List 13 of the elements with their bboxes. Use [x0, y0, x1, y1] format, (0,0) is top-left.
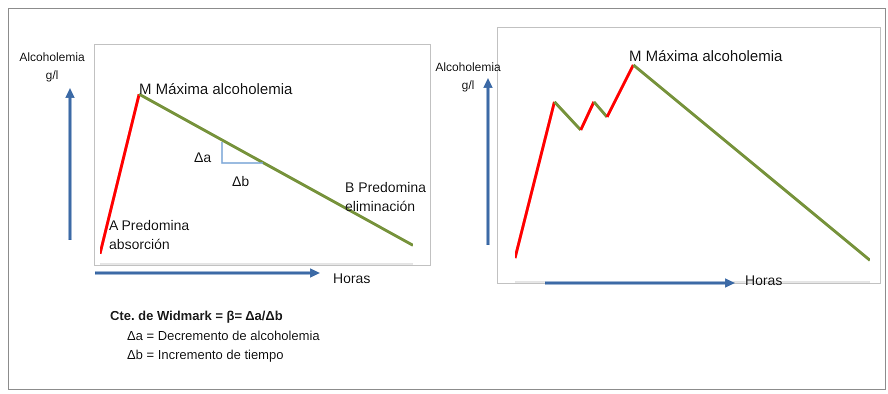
annotation: Δb [232, 172, 250, 191]
annotation: A Predomina absorción [109, 216, 190, 254]
y-axis-title: Alcoholemia g/l [434, 59, 502, 94]
text: Δb = Incremento de tiempo [127, 346, 284, 364]
annotation: M Máxima alcoholemia [139, 80, 294, 99]
x-axis-title: Horas [333, 270, 370, 286]
annotation: Δa [194, 148, 212, 167]
text: Δa = Decremento de alcoholemia [127, 327, 321, 345]
y-axis-title: Alcoholemia g/l [18, 49, 86, 84]
text: Cte. de Widmark = β= Δa/Δb [110, 307, 284, 325]
annotation: B Predomina eliminación [345, 178, 427, 216]
annotation: M Máxima alcoholemia [629, 47, 784, 66]
x-axis-title: Horas [745, 272, 782, 288]
